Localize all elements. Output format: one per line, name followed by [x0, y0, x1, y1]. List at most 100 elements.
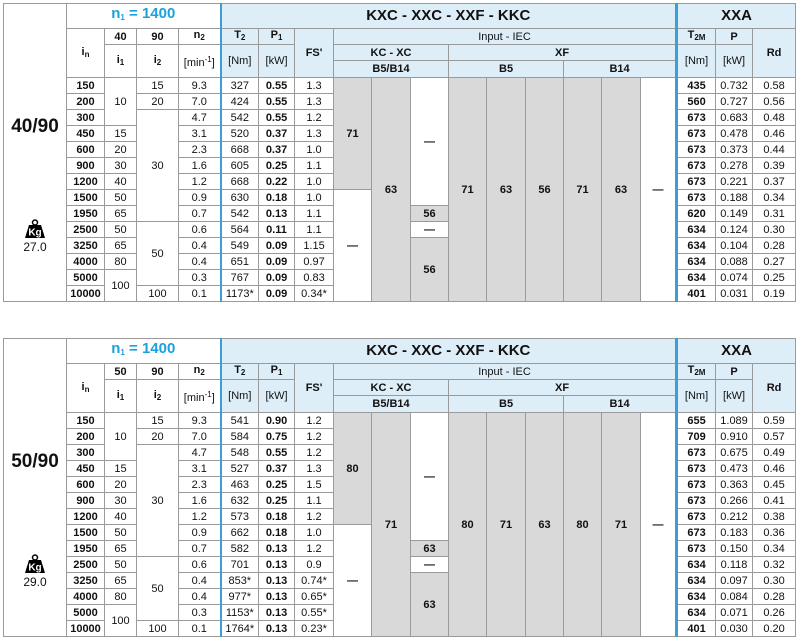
ratio: 30	[136, 109, 179, 222]
power: 0.55	[258, 109, 296, 126]
text-part: 1	[119, 392, 125, 402]
ratio: 200	[66, 93, 105, 110]
series-title: XXA	[675, 3, 797, 29]
model-cell: 50/90 Kg 29.0	[3, 338, 67, 637]
motor-size: 56	[525, 77, 565, 302]
torque: 520	[219, 125, 260, 142]
power: 0.097	[715, 572, 754, 589]
ratio: 300	[66, 109, 105, 126]
torque-max: 673	[675, 444, 717, 461]
header-cell: [Nm]	[675, 44, 717, 78]
power: 0.90	[258, 412, 296, 429]
torque: 605	[219, 157, 260, 174]
text-part: n	[111, 5, 121, 22]
ratio: 65	[104, 205, 137, 222]
torque-max: 634	[675, 221, 717, 238]
ratio: 1200	[66, 173, 105, 190]
table-body: 50/90 Kg 29.0 n1 = 1400 KXC - XXC - XXF - KK…	[3, 338, 797, 637]
motor-size: 71	[601, 412, 642, 637]
torque-max: 673	[675, 157, 717, 174]
header-cell: XF	[448, 379, 678, 396]
ratio: 100	[136, 285, 179, 302]
header-row: 50/90 Kg 29.0 n1 = 1400 KXC - XXC - XXF - KK…	[3, 338, 797, 637]
efficiency: 0.44	[752, 141, 797, 158]
efficiency: 0.41	[752, 492, 797, 509]
text-part: i	[81, 380, 85, 393]
service-factor: 1.1	[294, 492, 335, 509]
torque-max: 634	[675, 556, 717, 573]
torque-max: 634	[675, 237, 717, 254]
ratio: 1950	[66, 540, 105, 557]
torque-max: 673	[675, 189, 717, 206]
power: 0.727	[715, 93, 754, 110]
service-factor: 0.9	[294, 556, 335, 573]
power: 0.118	[715, 556, 754, 573]
data-row: 2500 50 50 0.6 701 0.13 0.9—634 0.118 0.32	[4, 556, 797, 621]
power: 0.37	[258, 125, 296, 142]
motor-size: 56	[410, 205, 450, 222]
header-cell: 40	[104, 28, 137, 45]
torque: 632	[219, 492, 260, 509]
power: 0.683	[715, 109, 754, 126]
power: 0.11	[258, 221, 296, 238]
speed: 2.3	[177, 476, 222, 493]
header-cell: Input - IEC	[333, 363, 678, 380]
text-part: n	[84, 49, 90, 59]
torque-max: 673	[675, 173, 717, 190]
power: 0.55	[258, 93, 296, 110]
motor-size: —	[410, 412, 450, 541]
ratio: 50	[136, 556, 179, 621]
power: 0.75	[258, 428, 296, 445]
header-cell: XF	[448, 44, 678, 61]
header-cell: [Nm]	[675, 379, 717, 413]
power: 0.22	[258, 173, 296, 190]
ratio: 30	[104, 492, 137, 509]
motor-size: 71	[486, 412, 527, 637]
power: 0.473	[715, 460, 754, 477]
speed-header: n1 = 1400	[65, 338, 222, 364]
text-part: T	[687, 29, 695, 42]
motor-size: —	[333, 524, 373, 637]
text-part: [min	[183, 391, 205, 404]
header-cell: FS'	[294, 363, 335, 413]
torque: 1153*	[219, 604, 260, 621]
power: 0.088	[715, 253, 754, 270]
motor-size: —	[410, 556, 450, 573]
torque: 977*	[219, 588, 260, 605]
ratio: 10	[104, 412, 137, 461]
ratio: 450	[66, 125, 105, 142]
torque: 668	[219, 141, 260, 158]
data-row: 450 15 3.1 520 0.37 1.3 673 0.478 0.46	[4, 125, 797, 142]
header-cell: B5/B14	[333, 60, 450, 78]
efficiency: 0.46	[752, 125, 797, 142]
efficiency: 0.45	[752, 476, 797, 493]
spec-table: 40/90 Kg 27.0 n1 = 1400 KXC - XXC - XXF - KK…	[3, 3, 797, 302]
ratio: 80	[104, 253, 137, 270]
data-row: 900 30 1.6 632 0.25 1.1 673 0.266 0.41	[4, 492, 797, 509]
data-row: 10000 100 0.1 1764* 0.13 0.23* 401 0.030 0.20	[4, 620, 797, 637]
text-part: 1	[120, 348, 125, 357]
efficiency: 0.19	[752, 285, 797, 302]
ratio: 150	[66, 412, 105, 429]
ratio: 15	[104, 125, 137, 142]
motor-size: 80	[448, 412, 488, 637]
speed-header: n1 = 1400	[65, 3, 222, 29]
torque: 548	[219, 444, 260, 461]
speed: 0.1	[177, 620, 222, 637]
efficiency: 0.46	[752, 460, 797, 477]
header-cell: Rd	[752, 28, 797, 78]
ratio: 600	[66, 141, 105, 158]
text-part: ]	[211, 56, 215, 69]
power: 0.25	[258, 476, 296, 493]
service-factor: 1.1	[294, 221, 335, 238]
series-title: KXC - XXC - XXF - KKC	[219, 3, 678, 29]
data-row: 600 20 2.3 668 0.37 1.0 673 0.373 0.44	[4, 141, 797, 158]
torque: 549	[219, 237, 260, 254]
weight-unit: Kg	[28, 227, 41, 238]
service-factor: 0.74*	[294, 572, 335, 589]
text-part: = 1400	[124, 340, 176, 357]
header-cell: T2	[219, 363, 260, 380]
torque: 701	[219, 556, 260, 573]
speed: 0.3	[177, 604, 222, 621]
